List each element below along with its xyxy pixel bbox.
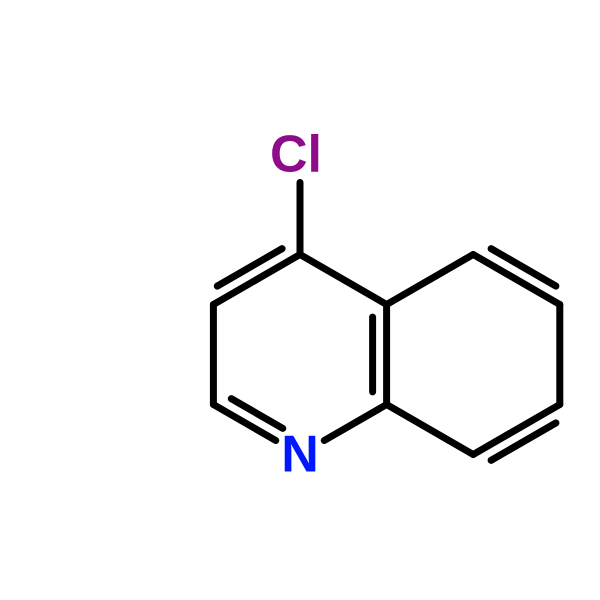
cl-atom-label: Cl xyxy=(270,126,322,184)
molecule-diagram: N Cl xyxy=(0,0,600,600)
n-atom-label: N xyxy=(281,426,319,484)
